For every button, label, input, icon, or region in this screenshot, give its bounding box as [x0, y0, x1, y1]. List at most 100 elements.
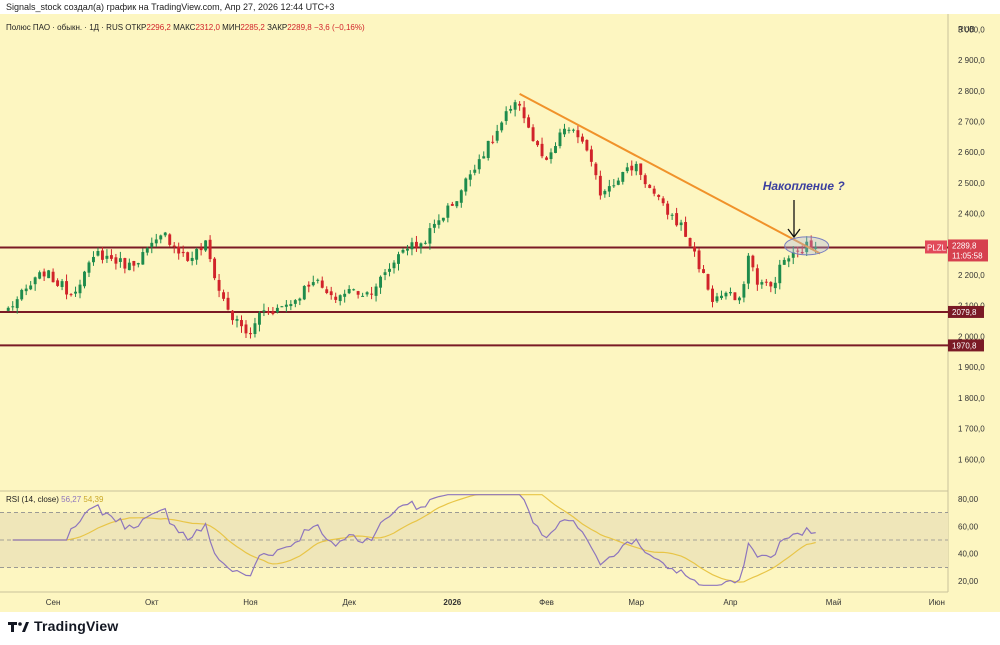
- tradingview-brand[interactable]: TradingView: [8, 615, 118, 637]
- candle-body: [558, 132, 562, 147]
- candle-body: [486, 140, 490, 158]
- candle-body: [473, 169, 477, 173]
- candle-body: [446, 205, 450, 218]
- candle-body: [755, 268, 759, 285]
- candle-body: [563, 128, 566, 135]
- candle-body: [383, 272, 387, 276]
- candle-body: [145, 247, 149, 253]
- time-tick-label: Май: [826, 598, 842, 607]
- candle-body: [24, 288, 28, 292]
- time-axis-background: [0, 592, 948, 612]
- candle-body: [6, 307, 10, 311]
- annotation-label: Накопление ?: [763, 179, 846, 193]
- candle-body: [540, 143, 544, 157]
- candle-body: [621, 172, 625, 182]
- candle-body: [491, 141, 495, 143]
- candle-body: [325, 289, 329, 293]
- price-tick-label: 1 900,0: [958, 363, 985, 372]
- candle-body: [11, 306, 15, 308]
- time-tick-label: Окт: [145, 598, 159, 607]
- accumulation-ellipse: [784, 236, 830, 256]
- candle-body: [571, 129, 575, 131]
- candle-body: [706, 274, 710, 290]
- candle-body: [751, 255, 755, 268]
- candle-body: [397, 254, 400, 264]
- candle-body: [262, 310, 266, 312]
- candle-body: [527, 117, 531, 128]
- candle-body: [195, 248, 199, 260]
- candle-body: [109, 255, 113, 259]
- candle-body: [675, 213, 679, 226]
- candle-body: [549, 152, 553, 160]
- candle-body: [38, 272, 42, 279]
- candle-body: [298, 298, 302, 301]
- candle-body: [625, 167, 629, 172]
- candle-body: [652, 188, 656, 194]
- price-tick-label: 3 000,0: [958, 25, 985, 34]
- candle-body: [74, 291, 77, 294]
- candle-body: [737, 297, 741, 301]
- chart-canvas[interactable]: Накопление ? 3 000,0 2 900,0 2 800,0 2 700,…: [0, 14, 1000, 614]
- candle-body: [213, 258, 217, 279]
- candle-body: [343, 293, 347, 297]
- candle-body: [468, 174, 472, 180]
- candle-body: [657, 194, 661, 197]
- rsi-legend-value: 56,27: [61, 495, 83, 504]
- candle-body: [791, 252, 795, 258]
- candle-body: [504, 111, 508, 122]
- candle-body: [746, 255, 750, 284]
- price-tick-label: 2 800,0: [958, 87, 985, 96]
- candle-body: [159, 235, 163, 240]
- candle-body: [231, 310, 234, 321]
- candle-body: [271, 311, 275, 314]
- candle-body: [648, 184, 652, 188]
- candle-body: [347, 289, 351, 294]
- candle-body: [482, 156, 486, 159]
- level-price-tag: [948, 305, 984, 318]
- rsi-band: [0, 512, 948, 568]
- candle-body: [150, 242, 154, 247]
- candle-body: [401, 249, 405, 253]
- candle-body: [607, 186, 611, 192]
- candle-body: [249, 333, 252, 335]
- candle-body: [204, 240, 208, 251]
- candle-body: [733, 292, 737, 301]
- candle-body: [154, 239, 158, 244]
- legend-segment: МИН: [222, 23, 240, 32]
- candle-body: [580, 136, 584, 142]
- candle-body: [379, 276, 383, 288]
- price-tick-label: 1 700,0: [958, 425, 985, 434]
- candle-body: [172, 245, 176, 247]
- candle-body: [370, 293, 374, 295]
- candle-body: [531, 127, 535, 142]
- candle-body: [29, 285, 33, 290]
- candle-body: [693, 246, 697, 252]
- time-tick-label: Июн: [929, 598, 945, 607]
- last-price-value: 2289,8: [952, 241, 977, 250]
- rsi-legend: RSI (14, close) 56,27 54,39: [6, 495, 104, 504]
- candle-body: [742, 284, 746, 298]
- legend-segment: −3,6 (−0,16%): [314, 23, 365, 32]
- candle-body: [284, 304, 288, 307]
- candle-body: [450, 203, 454, 206]
- time-tick-label: Мар: [628, 598, 644, 607]
- candle-body: [724, 292, 728, 297]
- rsi-tick-label: 80,00: [958, 495, 979, 504]
- candle-body: [168, 234, 172, 245]
- candle-body: [594, 163, 598, 176]
- time-tick-label: Фев: [539, 598, 554, 607]
- candle-body: [253, 323, 257, 335]
- candle-body: [42, 271, 46, 277]
- candle-body: [760, 282, 764, 285]
- candle-body: [410, 242, 414, 250]
- candle-body: [720, 295, 723, 299]
- candle-body: [83, 271, 86, 287]
- candle-body: [459, 190, 463, 203]
- time-tick-label: Апр: [723, 598, 738, 607]
- tradingview-logo-icon: [8, 620, 30, 632]
- candle-body: [500, 122, 504, 131]
- legend-segment: 2285,2: [240, 23, 267, 32]
- candle-body: [513, 102, 517, 110]
- candle-body: [809, 240, 813, 249]
- candle-body: [51, 271, 55, 283]
